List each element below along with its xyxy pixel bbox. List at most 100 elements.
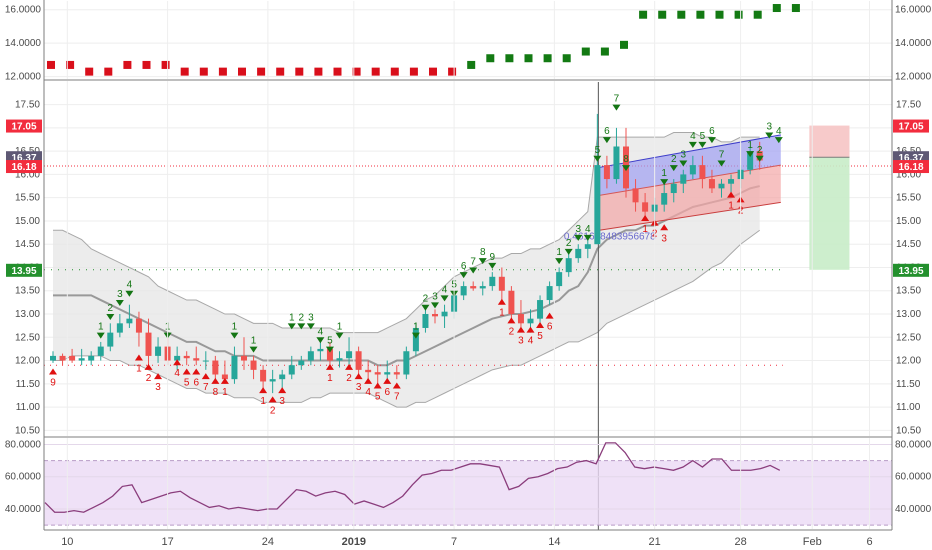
brick-marker xyxy=(524,54,533,63)
sequence-down-arrow xyxy=(230,332,239,339)
candle-body xyxy=(307,351,314,361)
sequence-down-arrow xyxy=(459,272,468,279)
sequence-up-arrow xyxy=(364,377,373,384)
candle-body xyxy=(241,355,247,361)
sequence-count-label: 9 xyxy=(50,378,56,389)
sequence-count-label: 9 xyxy=(490,252,496,263)
brick-marker xyxy=(276,67,285,76)
sequence-up-arrow xyxy=(392,382,401,389)
brick-marker xyxy=(85,67,94,76)
sequence-count-label: 1 xyxy=(747,140,753,151)
sequence-count-label: 2 xyxy=(566,238,572,249)
candle-body xyxy=(613,146,620,180)
sequence-down-arrow xyxy=(96,332,105,339)
brick-marker xyxy=(620,40,628,49)
brick-marker xyxy=(218,67,227,76)
sequence-up-arrow xyxy=(154,373,163,380)
brick-marker xyxy=(753,10,762,19)
sequence-down-arrow xyxy=(669,165,678,172)
sequence-count-label: 4 xyxy=(776,126,782,137)
position-tool-risk-zone xyxy=(809,125,850,158)
y-tick-label-left: 80.0000 xyxy=(5,439,42,450)
brick-marker xyxy=(390,67,399,76)
candle-body xyxy=(508,290,515,315)
candle-body xyxy=(374,372,381,375)
time-axis[interactable]: 10 17 24 2019 7 14 21 28 Feb 6 xyxy=(61,536,872,548)
sequence-down-arrow xyxy=(593,155,602,162)
sequence-count-label: 3 xyxy=(356,382,362,393)
sequence-count-label: 3 xyxy=(432,291,438,302)
y-tick-label-left: 10.50 xyxy=(15,425,40,436)
candle-body xyxy=(202,360,209,362)
sequence-count-label: 4 xyxy=(318,326,324,337)
candle-body xyxy=(565,258,572,273)
sequence-count-label: 4 xyxy=(585,224,591,235)
candle-body xyxy=(517,314,524,324)
brick-marker xyxy=(543,54,552,63)
candle-body xyxy=(88,355,95,361)
x-tick-label: 17 xyxy=(161,536,173,548)
sequence-count-label: 7 xyxy=(470,256,476,267)
position-tool-reward-zone xyxy=(809,157,850,270)
candle-body xyxy=(594,165,601,245)
candle-body xyxy=(326,348,333,361)
y-tick-label-right: 13.00 xyxy=(896,309,921,320)
brick-marker xyxy=(238,67,246,76)
sequence-down-arrow xyxy=(297,323,306,330)
brick-marker xyxy=(467,60,476,69)
sequence-down-arrow xyxy=(622,165,630,172)
x-tick-label: 6 xyxy=(866,536,872,548)
sequence-count-label: 6 xyxy=(604,126,610,137)
sequence-count-label: 4 xyxy=(690,131,696,142)
candle-body xyxy=(107,332,114,347)
sequence-count-label: 3 xyxy=(766,122,772,133)
candle-body xyxy=(689,165,696,175)
price-tag-left-value: 16.37 xyxy=(11,153,36,164)
sequence-up-arrow xyxy=(182,368,191,375)
sequence-count-label: 7 xyxy=(394,391,400,402)
price-tag-right-value: 17.05 xyxy=(898,122,923,133)
x-tick-label: 10 xyxy=(61,536,73,548)
price-tag-right xyxy=(893,160,929,174)
sequence-up-arrow xyxy=(507,317,516,324)
candle-body xyxy=(747,151,754,170)
brick-marker xyxy=(66,60,75,69)
sequence-up-arrow xyxy=(727,191,736,198)
sequence-up-arrow xyxy=(383,377,392,384)
y-tick-label-right: 11.00 xyxy=(896,402,921,413)
sequence-count-label: 1 xyxy=(413,322,419,333)
x-tick-label: 28 xyxy=(734,536,746,548)
candle-body xyxy=(661,193,668,205)
rsi-panel: 40.0000 40.0000 60.0000 60.0000 80.0000 80.00… xyxy=(5,439,932,526)
main-price-panel[interactable]: 10.50 10.50 11.00 11.00 11.50 11.50 12.00 12.00… xyxy=(6,82,929,530)
price-tag-right xyxy=(893,263,929,277)
sequence-count-label: 2 xyxy=(671,154,677,165)
sequence-down-arrow xyxy=(564,248,573,255)
y-tick-label-left: 40.0000 xyxy=(5,504,42,515)
candle-body xyxy=(460,286,467,296)
sequence-down-arrow xyxy=(125,290,134,297)
regression-upper-line xyxy=(599,134,781,168)
sequence-count-label: 3 xyxy=(681,149,687,160)
sequence-up-arrow xyxy=(641,214,650,221)
sequence-count-label: 7 xyxy=(614,94,620,105)
brick-marker xyxy=(257,67,266,76)
brick-marker xyxy=(581,47,590,56)
candle-body xyxy=(632,188,639,203)
y-tick-label-left: 12.50 xyxy=(15,332,40,343)
sequence-count-label: 1 xyxy=(337,322,343,333)
sequence-down-arrow xyxy=(660,179,669,186)
sequence-count-label: 6 xyxy=(384,387,390,398)
candle-body xyxy=(288,365,295,375)
candle-body xyxy=(422,314,429,328)
brick-marker xyxy=(352,67,361,76)
sequence-count-label: 3 xyxy=(575,224,581,235)
y-tick-label-right: 80.0000 xyxy=(895,439,932,450)
sequence-count-label: 4 xyxy=(528,336,534,347)
y-tick-label-left: 14.0000 xyxy=(5,38,42,49)
candle-body xyxy=(174,355,181,361)
y-tick-label-left: 11.00 xyxy=(16,402,41,413)
candle-body xyxy=(699,165,706,180)
sequence-down-arrow xyxy=(431,302,439,309)
